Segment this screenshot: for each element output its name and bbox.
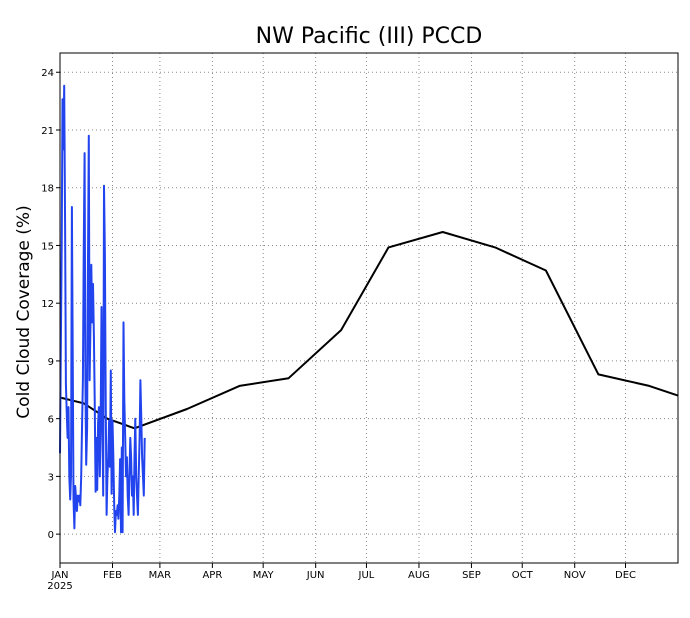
x-tick-label: MAY [253,570,275,581]
y-tick-label: 18 [41,184,54,195]
y-tick-label: 9 [48,357,54,368]
y-tick-label: 21 [41,126,54,137]
axes: 0 3 6 9 12 15 18 21 24 JAN FEB MAR APR MAY JUN JUL AUG SE… [41,68,636,592]
plot-frame [59,52,679,564]
y-tick-label: 15 [41,241,54,252]
grid [60,53,678,563]
x-tick-label: APR [202,570,222,581]
x-tick-label: NOV [564,570,586,581]
daily-2025-line [59,84,146,534]
y-tick-label: 12 [41,299,54,310]
chart-title: NW Pacific (III) PCCD [256,24,483,49]
x-tick-label: OCT [512,570,534,581]
y-tick-label: 0 [48,530,54,541]
climatology-line [59,231,679,430]
x-tick-label: JUN [306,570,325,581]
y-tick-label: 3 [48,472,54,483]
x-tick-label: MAR [149,570,171,581]
y-tick-label: 24 [41,68,54,79]
x-tick-label: JUL [358,570,375,581]
x-tick-label: FEB [103,570,122,581]
x-tick-label: DEC [615,570,636,581]
year-label: 2025 [47,581,72,592]
y-axis-label: Cold Cloud Coverage (%) [14,205,34,418]
x-tick-label: SEP [462,570,481,581]
x-tick-label: AUG [408,570,430,581]
series-layer [59,84,679,534]
y-tick-label: 6 [48,415,54,426]
x-tick-label: JAN [50,570,68,581]
